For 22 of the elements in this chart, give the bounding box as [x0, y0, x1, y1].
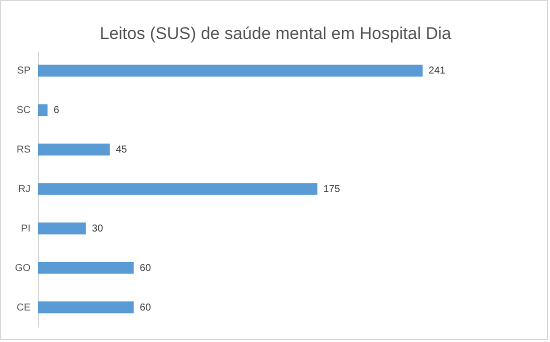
chart-title: Leitos (SUS) de saúde mental em Hospital Dia: [100, 24, 452, 43]
y-tick-label: SP: [17, 66, 31, 77]
data-label: 45: [116, 144, 128, 156]
data-label: 175: [323, 184, 340, 195]
y-tick-label: RJ: [18, 184, 30, 195]
bar: [38, 262, 134, 274]
bar: [38, 144, 110, 156]
y-tick-label: SC: [16, 105, 30, 116]
bar: [38, 222, 86, 234]
data-label: 6: [54, 105, 60, 116]
data-label: 30: [92, 223, 104, 234]
y-tick-label: PI: [21, 223, 30, 234]
data-label: 60: [140, 262, 152, 274]
y-tick-label: RS: [16, 144, 31, 156]
bar: [38, 104, 48, 116]
data-label: 60: [140, 302, 152, 314]
bar: [38, 301, 134, 314]
data-label: 241: [428, 66, 446, 77]
y-tick-label: GO: [14, 262, 31, 274]
y-tick-label: CE: [16, 302, 31, 314]
bar: [38, 64, 423, 77]
bar: [38, 183, 318, 195]
